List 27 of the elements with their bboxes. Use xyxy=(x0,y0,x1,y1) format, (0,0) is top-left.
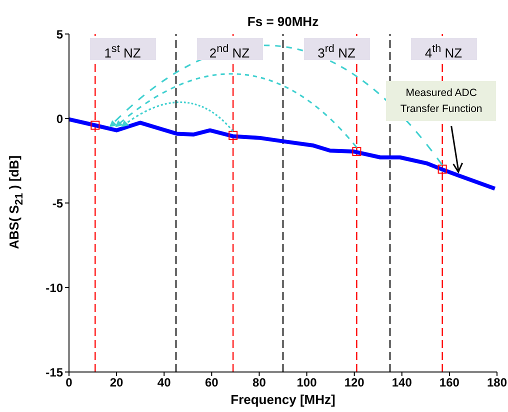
y-tick-label: 5 xyxy=(56,27,64,42)
x-tick-label: 40 xyxy=(157,376,172,390)
x-tick-label: 120 xyxy=(344,376,365,390)
point xyxy=(90,120,100,130)
x-tick-label: 20 xyxy=(110,376,124,390)
annotation: 4$^{th}$ NZ xyxy=(410,38,476,60)
x-tick-label: 160 xyxy=(439,376,460,390)
annotation: 1$^{st}$ NZ xyxy=(90,38,156,60)
point xyxy=(352,146,362,156)
y-tick-label: -10 xyxy=(46,280,64,295)
line-series xyxy=(69,117,497,191)
chart-title: Fs = 90MHz xyxy=(246,14,320,29)
x-tick-label: 180 xyxy=(486,376,508,390)
y-tick-label: -5 xyxy=(52,196,64,210)
annotation: 2$^{nd}$ NZ xyxy=(196,38,262,60)
x-tick-label: 60 xyxy=(204,376,219,390)
x-tick-label: 80 xyxy=(252,376,266,390)
point xyxy=(228,130,238,140)
y-tick-label: -15 xyxy=(46,365,64,380)
x-tick-label: 0 xyxy=(66,376,73,390)
annotation: Measured ADC Transfer Function xyxy=(386,80,496,121)
annotation: 3$^{rd}$ NZ xyxy=(304,38,370,60)
x-tick-label: 140 xyxy=(392,376,412,390)
x-tick-label: 100 xyxy=(296,376,318,390)
x-axis-title: Frequency [MHz] xyxy=(230,392,336,407)
y-tick-label: 0 xyxy=(56,112,64,126)
point xyxy=(438,164,447,174)
